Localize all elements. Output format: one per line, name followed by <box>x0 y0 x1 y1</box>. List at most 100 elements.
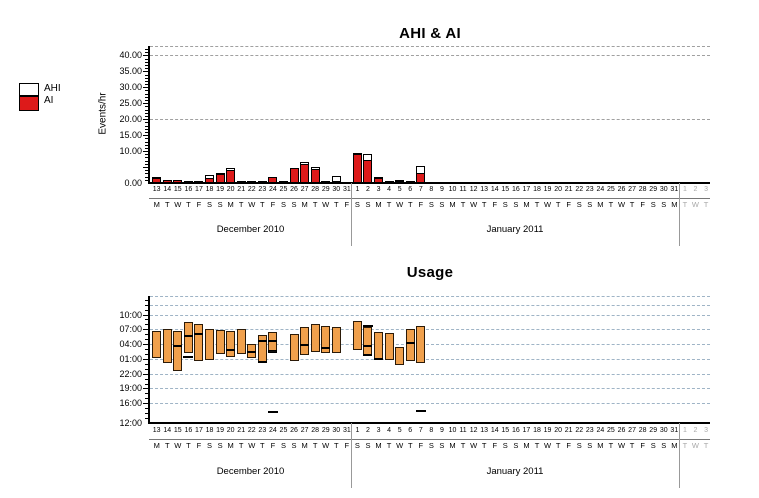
date-label: 31 <box>670 427 679 434</box>
weekday-label: F <box>566 441 571 450</box>
ahi-bar <box>173 180 183 183</box>
usage-bar <box>300 326 310 355</box>
session-divider <box>173 345 183 348</box>
weekday-label: T <box>608 441 614 450</box>
date-label: 17 <box>195 427 203 434</box>
date-label: 19 <box>543 427 552 434</box>
date-label: 23 <box>585 427 594 434</box>
usage-bar <box>310 323 320 352</box>
date-label: 24 <box>268 427 277 434</box>
date-label: 16 <box>184 186 193 193</box>
weekday-label: M <box>375 441 382 450</box>
date-label: 2 <box>366 427 370 434</box>
date-label: 8 <box>429 427 434 434</box>
ai-bar <box>162 180 172 183</box>
date-label: 18 <box>205 186 214 193</box>
y-tick <box>143 103 148 105</box>
y-tick <box>145 112 148 114</box>
ai-bar <box>374 178 384 183</box>
date-label: 18 <box>533 427 541 434</box>
usage-bar <box>416 325 426 363</box>
date-label: 29 <box>321 186 330 193</box>
ahi-bar <box>215 173 225 183</box>
ahi-bar <box>310 167 320 183</box>
ai-bar <box>194 181 204 183</box>
gridline <box>150 403 710 405</box>
usage-bar <box>374 332 384 360</box>
weekday-label: W <box>544 441 552 450</box>
y-tick <box>145 122 148 124</box>
date-label: 14 <box>490 427 499 434</box>
ahi-bar <box>247 181 257 183</box>
y-tick <box>143 87 148 89</box>
weekday-label: T <box>703 441 709 450</box>
date-label: 28 <box>638 427 647 434</box>
weekday-label: S <box>439 441 445 450</box>
ai-bar <box>289 168 299 183</box>
weekday-label: S <box>513 441 519 450</box>
weekday-label: W <box>470 200 478 209</box>
session-divider <box>268 340 278 342</box>
session-divider <box>257 340 267 343</box>
gridline <box>150 296 710 297</box>
ahi-bar <box>162 180 172 183</box>
month-label: January 2011 <box>486 224 544 235</box>
y-tick <box>145 378 148 380</box>
weekday-label: T <box>534 441 540 450</box>
weekday-label: M <box>671 200 678 209</box>
weekday-label: S <box>513 200 519 209</box>
month-separator <box>351 183 353 246</box>
date-label: 12 <box>469 186 478 193</box>
weekday-label: W <box>174 441 182 450</box>
date-label: 28 <box>311 427 320 434</box>
y-tick <box>145 84 148 86</box>
ai-legend-label: AI <box>44 95 54 106</box>
x-axis-line <box>148 422 710 424</box>
date-label: 10 <box>448 427 457 434</box>
weekday-label: F <box>566 200 571 209</box>
weekday-label: S <box>217 200 223 209</box>
ai-bar <box>352 153 362 183</box>
date-label: 21 <box>237 186 246 193</box>
ahi-bar <box>194 181 204 183</box>
y-tick <box>145 147 148 149</box>
weekday-label: T <box>238 441 244 450</box>
date-label: 27 <box>628 427 636 434</box>
ahi-legend-label: AHI <box>44 83 61 94</box>
date-label: 31 <box>342 186 351 193</box>
date-label: 3 <box>704 186 708 193</box>
date-label: 14 <box>163 186 172 193</box>
y-tick <box>145 58 148 60</box>
y-tick <box>143 151 148 153</box>
ahi-bar <box>416 166 426 183</box>
weekday-label: W <box>470 441 478 450</box>
weekday-label: T <box>312 200 318 209</box>
session-divider <box>183 335 193 338</box>
weekday-label: W <box>396 441 404 450</box>
ai-bar <box>395 181 405 183</box>
date-label: 23 <box>258 186 267 193</box>
ahi-bar <box>226 168 236 183</box>
date-label: 13 <box>152 427 161 434</box>
date-label: 30 <box>659 427 668 434</box>
y-tick <box>145 64 148 66</box>
gridline <box>150 46 710 47</box>
usage-mark <box>362 324 373 327</box>
date-label: 29 <box>649 427 658 434</box>
ai-bar <box>257 181 267 183</box>
date-label: 2 <box>693 427 698 434</box>
ahi-bar <box>405 180 415 183</box>
y-tick <box>145 393 148 395</box>
ai-bar <box>268 176 278 183</box>
weekday-label: W <box>544 200 552 209</box>
weekday-label: T <box>333 441 339 450</box>
ahi-bar <box>374 176 384 183</box>
weekday-label: W <box>248 200 256 209</box>
date-label: 15 <box>173 186 182 193</box>
date-label: 31 <box>342 427 351 434</box>
y-tick <box>145 163 148 165</box>
y-tick <box>143 329 148 331</box>
y-tick <box>145 74 148 76</box>
usage-bar <box>183 321 193 353</box>
ahi-legend-swatch <box>19 83 39 96</box>
